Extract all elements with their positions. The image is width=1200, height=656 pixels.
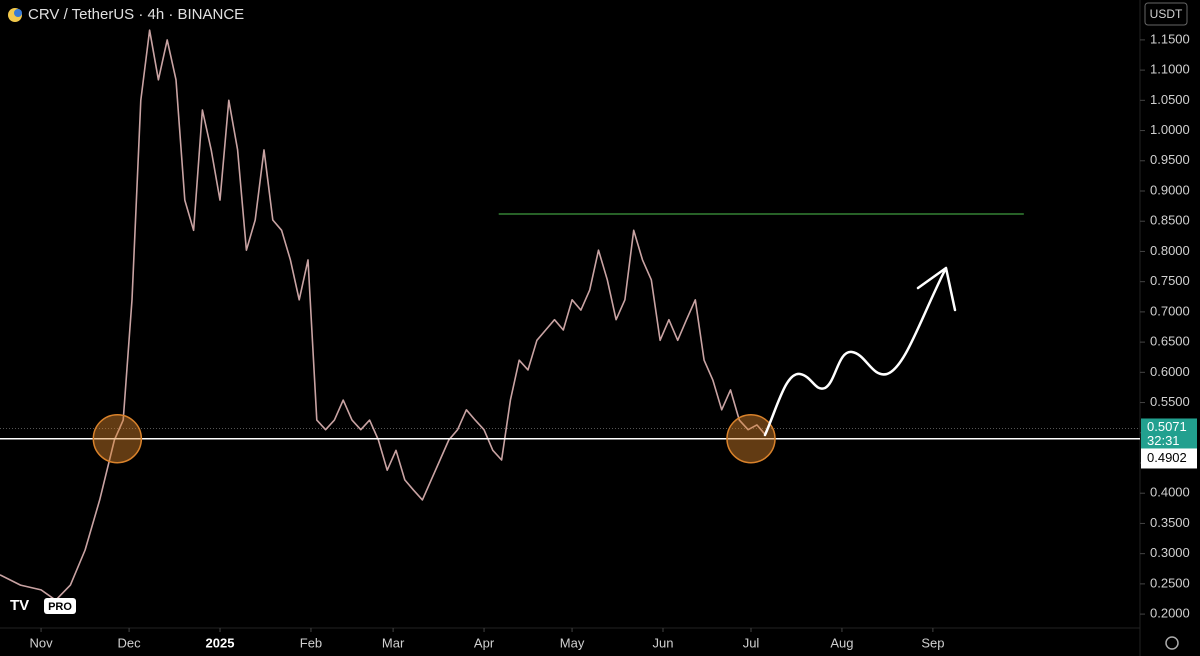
x-tick-label: Dec bbox=[118, 635, 142, 650]
x-tick-label: Jul bbox=[743, 635, 760, 650]
y-tick-label: 1.1500 bbox=[1150, 31, 1190, 46]
logo-badge bbox=[44, 598, 76, 614]
x-tick-label: Aug bbox=[830, 635, 853, 650]
arrow-annotation bbox=[763, 266, 957, 437]
y-tick-label: 0.3500 bbox=[1150, 515, 1190, 530]
highlight-circle bbox=[92, 413, 143, 464]
x-tick-label: Mar bbox=[382, 635, 405, 650]
y-tick-label: 0.6000 bbox=[1150, 364, 1190, 379]
x-tick-label: Sep bbox=[921, 635, 944, 650]
y-tick-label: 1.0000 bbox=[1150, 122, 1190, 137]
y-tick-label: 0.9500 bbox=[1150, 152, 1190, 167]
x-tick-label: Jun bbox=[653, 635, 674, 650]
y-tick-label: 0.4000 bbox=[1150, 485, 1190, 500]
currency[interactable]: USDT bbox=[1150, 7, 1183, 21]
last-price-label: 0.5071 bbox=[1147, 419, 1187, 434]
highlight-circle bbox=[726, 413, 776, 464]
y-tick-label: 0.7500 bbox=[1150, 273, 1190, 288]
y-tick-label: 0.9000 bbox=[1150, 182, 1190, 197]
y-tick-label: 1.1000 bbox=[1150, 62, 1190, 77]
x-tick-label: Nov bbox=[30, 635, 54, 650]
support-label: 0.4902 bbox=[1147, 450, 1187, 465]
y-tick-label: 0.2500 bbox=[1150, 575, 1190, 590]
y-tick-label: 0.7000 bbox=[1150, 303, 1190, 318]
logo-mark: TV bbox=[10, 597, 29, 614]
x-tick-label: 2025 bbox=[206, 635, 235, 650]
price-line bbox=[0, 29, 767, 601]
countdown: 32:31 bbox=[1147, 433, 1180, 448]
y-tick-label: 1.0500 bbox=[1150, 92, 1190, 107]
currency-box[interactable] bbox=[1144, 2, 1188, 26]
x-tick-label: Feb bbox=[300, 635, 322, 650]
logo-text: PRO bbox=[48, 601, 72, 613]
settings-icon[interactable] bbox=[1165, 636, 1179, 650]
y-tick-label: 0.8000 bbox=[1150, 243, 1190, 258]
y-tick-label: 0.6500 bbox=[1150, 334, 1190, 349]
support-box bbox=[1141, 448, 1197, 469]
y-tick-label: 0.3000 bbox=[1150, 545, 1190, 560]
last-price-box bbox=[1141, 418, 1197, 451]
y-tick-label: 0.8500 bbox=[1150, 213, 1190, 228]
x-tick-label: Apr bbox=[474, 635, 495, 650]
chart-title: CRV / TetherUS · 4h · BINANCE bbox=[28, 6, 244, 23]
x-tick-label: May bbox=[560, 635, 585, 650]
y-tick-label: 0.5500 bbox=[1150, 394, 1190, 409]
y-tick-label: 0.2000 bbox=[1150, 606, 1190, 621]
symbol-icon bbox=[14, 9, 22, 17]
